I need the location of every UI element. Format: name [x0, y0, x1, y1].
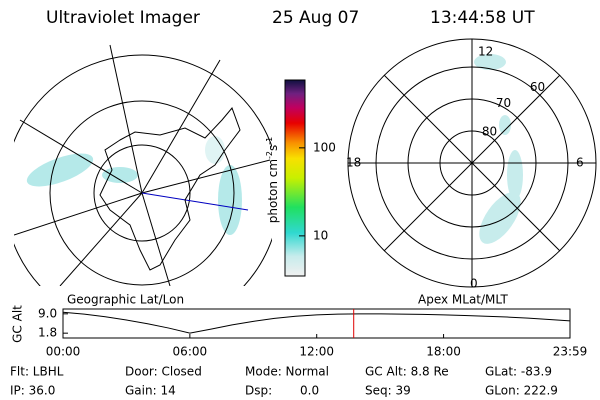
mlt-label: 18 — [346, 156, 361, 170]
status-item: Dsp: — [245, 384, 272, 398]
date: 25 Aug 07 — [272, 8, 359, 28]
timeline-frame — [62, 308, 571, 339]
mlat-label: 80 — [482, 125, 497, 139]
title: Ultraviolet Imager — [46, 8, 200, 28]
colorbar — [284, 79, 306, 277]
x-tick-label: 12:00 — [299, 345, 334, 359]
status-item: Gain: 14 — [125, 384, 176, 398]
mlt-label: 12 — [478, 45, 493, 59]
colorbar-tick-label: 10 — [313, 228, 328, 242]
y-tick-label: 9.0 — [38, 306, 57, 320]
x-tick-label: 18:00 — [426, 345, 461, 359]
status-item: Seq: 39 — [365, 384, 411, 398]
x-tick-label: 06:00 — [173, 345, 208, 359]
mlt-label: 0 — [470, 277, 478, 291]
mlat-label: 60 — [530, 80, 545, 94]
time: 13:44:58 UT — [430, 8, 535, 28]
geo-map — [14, 44, 272, 286]
x-tick-label: 23:59 — [553, 345, 588, 359]
status-item: Flt: LBHL — [10, 365, 64, 379]
mlat-circle — [407, 98, 537, 228]
mlat-circle — [375, 66, 569, 260]
status-item: 0.0 — [300, 384, 319, 398]
status-item: GC Alt: 8.8 Re — [365, 365, 449, 379]
y-tick-label: 1.8 — [38, 326, 57, 340]
colorbar-label: photon cm-2s-1 — [265, 137, 280, 224]
colorbar-tick-label: 100 — [313, 140, 336, 154]
mlt-caption: Apex MLat/MLT — [418, 293, 508, 307]
mlt-map — [347, 38, 597, 288]
status-item: IP: 36.0 — [10, 384, 55, 398]
mlat-label: 70 — [496, 96, 511, 110]
status-item: GLat: -83.9 — [485, 365, 552, 379]
mlt-label: 6 — [576, 156, 584, 170]
x-tick-label: 00:00 — [46, 345, 81, 359]
status-item: Mode: Normal — [245, 365, 329, 379]
timeline-ylabel: GC Alt — [11, 305, 25, 343]
status-item: GLon: 222.9 — [485, 384, 558, 398]
status-bar: Flt: LBHL Door: Closed Mode: Normal GC Alt:… — [10, 365, 558, 398]
geo-caption: Geographic Lat/Lon — [67, 293, 184, 307]
status-item: Door: Closed — [125, 365, 202, 379]
mlat-circle — [439, 130, 505, 196]
altitude-curve — [62, 311, 571, 334]
